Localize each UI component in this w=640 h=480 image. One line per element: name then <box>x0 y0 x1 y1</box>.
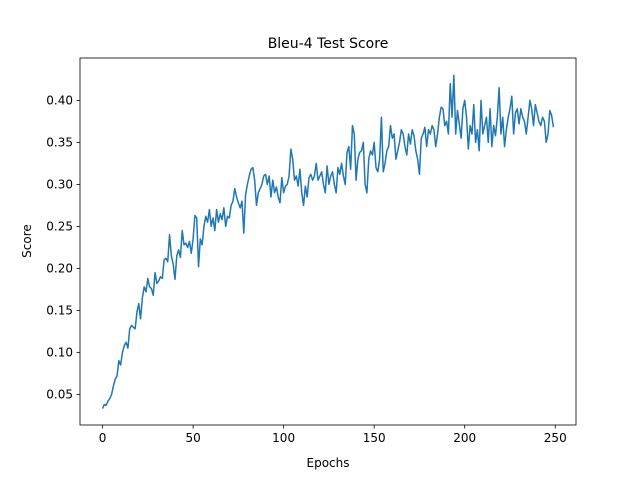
y-tick-label: 0.35 <box>46 135 73 149</box>
y-tick-label: 0.15 <box>46 303 73 317</box>
chart-title: Bleu-4 Test Score <box>268 36 389 52</box>
x-axis-label: Epochs <box>307 456 350 470</box>
x-tick-label: 100 <box>272 431 295 445</box>
y-axis-label: Score <box>20 224 34 258</box>
x-tick-label: 200 <box>453 431 476 445</box>
y-tick-label: 0.20 <box>46 261 73 275</box>
y-tick-label: 0.10 <box>46 345 73 359</box>
x-tick-label: 150 <box>363 431 386 445</box>
y-tick-label: 0.30 <box>46 177 73 191</box>
x-tick-label: 250 <box>544 431 567 445</box>
axes-frame <box>79 57 577 426</box>
x-tick-label: 0 <box>99 431 107 445</box>
y-tick-label: 0.05 <box>46 387 73 401</box>
y-tick-label: 0.25 <box>46 219 73 233</box>
y-tick-label: 0.40 <box>46 93 73 107</box>
line-series <box>101 74 555 409</box>
x-tick-label: 50 <box>185 431 200 445</box>
